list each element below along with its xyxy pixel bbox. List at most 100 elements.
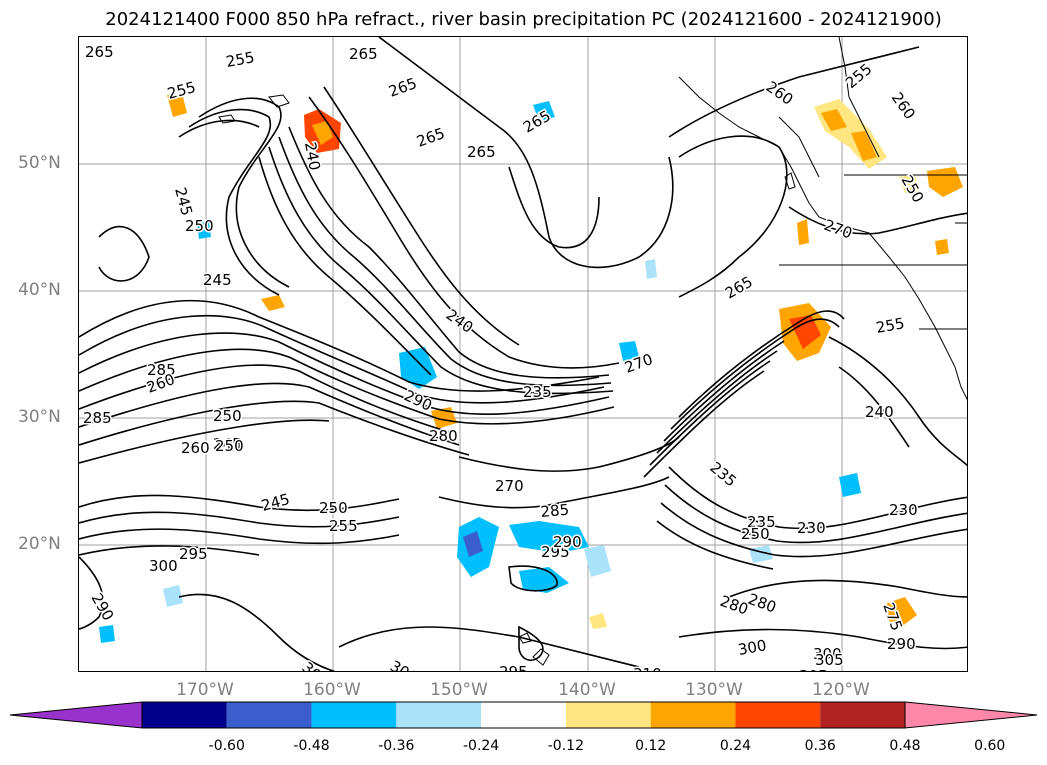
colorbar-extend-high bbox=[904, 701, 1038, 729]
contour-label: 255 bbox=[165, 78, 197, 103]
colorbar-tick-label: -0.36 bbox=[378, 738, 415, 754]
contour-label: 290 bbox=[88, 590, 118, 624]
shade-positive bbox=[851, 131, 877, 161]
lon-label-170w: 170°W bbox=[176, 680, 234, 700]
shade-positive bbox=[261, 295, 285, 311]
shade-negative bbox=[645, 259, 657, 279]
lat-label-40n: 40°N bbox=[18, 280, 61, 300]
contour-label: 250 bbox=[741, 525, 770, 543]
colorbar-tick-label: -0.48 bbox=[293, 738, 330, 754]
contour-label: 285 bbox=[147, 361, 176, 379]
shade-positive bbox=[821, 109, 847, 131]
shade-negative bbox=[197, 221, 211, 239]
contour-label: 260 bbox=[181, 439, 210, 457]
shade-positive bbox=[927, 167, 963, 197]
lon-label-130w: 130°W bbox=[685, 680, 743, 700]
shade-negative bbox=[519, 567, 569, 593]
colorbar-tick-label: 0.60 bbox=[974, 738, 1006, 754]
contour-label: 285 bbox=[540, 501, 570, 521]
contour-label: 305 bbox=[815, 651, 844, 669]
contour-label: 265 bbox=[467, 143, 496, 161]
colorbar-segment bbox=[650, 702, 736, 728]
colorbar-tick-label: 0.12 bbox=[635, 738, 667, 754]
contour-label: 255 bbox=[329, 517, 358, 535]
shade-negative bbox=[619, 341, 639, 361]
map-canvas: 265 2552552652652652652652602552602502452… bbox=[79, 37, 967, 672]
contour-label: 295 bbox=[179, 545, 208, 563]
chart-title: 2024121400 F000 850 hPa refract., river … bbox=[105, 9, 942, 30]
contour-label: 280 bbox=[718, 592, 751, 619]
colorbar-tick-label: 0.36 bbox=[804, 738, 836, 754]
colorbar-tick-label: -0.60 bbox=[208, 738, 245, 754]
lon-label-140w: 140°W bbox=[558, 680, 616, 700]
shade-negative bbox=[584, 545, 611, 577]
coastlines bbox=[218, 37, 967, 666]
contour-label: 255 bbox=[225, 48, 256, 71]
shade-negative bbox=[99, 625, 115, 643]
contour-label: 265 bbox=[349, 45, 378, 63]
colorbar bbox=[9, 701, 1038, 729]
contour-label: 250 bbox=[213, 407, 242, 425]
contour-label: 300 bbox=[298, 658, 332, 672]
colorbar-segment bbox=[311, 702, 397, 728]
shade-positive bbox=[312, 121, 333, 145]
contour-label: 305 bbox=[799, 667, 828, 672]
contour-label: 245 bbox=[259, 490, 291, 515]
contour-label: 230 bbox=[889, 501, 918, 519]
contour-label: 285 bbox=[83, 409, 112, 427]
shade-negative bbox=[533, 101, 555, 121]
colorbar-segment bbox=[226, 702, 312, 728]
contour-label: 235 bbox=[523, 383, 552, 401]
shade-positive bbox=[431, 407, 457, 429]
contour-label: 265 bbox=[386, 74, 419, 101]
contour-label: 300 bbox=[813, 645, 842, 663]
contour-label: 240 bbox=[865, 403, 894, 421]
shade-positive bbox=[167, 95, 187, 117]
contour-label: 245 bbox=[171, 185, 196, 217]
shade-negative bbox=[509, 521, 589, 553]
contour-label: 240 bbox=[301, 141, 324, 172]
colorbar-segment bbox=[565, 702, 651, 728]
shade-positive bbox=[814, 99, 887, 169]
shade-negative bbox=[399, 347, 437, 389]
contour-label: 300 bbox=[149, 557, 178, 575]
contour-label: 290 bbox=[401, 386, 435, 414]
lat-label-20n: 20°N bbox=[18, 534, 61, 554]
contour-label: 250 bbox=[215, 437, 244, 455]
colorbar-tick-label: 0.48 bbox=[889, 738, 921, 754]
contour-label: 240 bbox=[443, 306, 477, 337]
colorbar-segment bbox=[142, 702, 227, 728]
map-panel: 265 255 255 265 265 265 265 265 260 255 260 250 245 2… bbox=[78, 36, 968, 672]
contour-label: 300 bbox=[387, 657, 421, 672]
contour-label: 235 bbox=[747, 513, 776, 531]
contour-label: 245 bbox=[213, 435, 242, 453]
shade-positive bbox=[899, 175, 919, 193]
lat-label-30n: 30°N bbox=[18, 407, 61, 427]
colorbar-segment bbox=[481, 702, 566, 728]
shade-negative bbox=[163, 585, 183, 607]
shade-negative bbox=[463, 531, 483, 557]
colorbar-segment bbox=[735, 702, 821, 728]
shade-positive bbox=[797, 219, 809, 245]
contour-label: 260 bbox=[888, 89, 919, 123]
contour-label: 270 bbox=[495, 477, 524, 495]
contour-label: 290 bbox=[553, 533, 582, 551]
colorbar-tick-label: -0.24 bbox=[462, 738, 500, 754]
lon-label-160w: 160°W bbox=[303, 680, 361, 700]
lon-label-150w: 150°W bbox=[430, 680, 488, 700]
contour-label: 265 bbox=[722, 273, 756, 303]
precip-shading bbox=[99, 95, 963, 643]
contour-label: 230 bbox=[797, 519, 826, 537]
contour-label: 300 bbox=[737, 636, 768, 659]
colorbar-segment bbox=[820, 702, 905, 728]
contour-label: 270 bbox=[822, 216, 855, 243]
contour-label: 280 bbox=[429, 427, 458, 445]
colorbar-tick-label: 0.24 bbox=[719, 738, 752, 754]
colorbar-border bbox=[141, 701, 906, 729]
shade-positive bbox=[887, 597, 917, 627]
shade-negative bbox=[839, 473, 861, 497]
contour-label: 310 bbox=[633, 665, 662, 672]
colorbar-segment bbox=[396, 702, 482, 728]
contour-label: 265 bbox=[85, 43, 114, 61]
shade-negative bbox=[749, 545, 773, 563]
